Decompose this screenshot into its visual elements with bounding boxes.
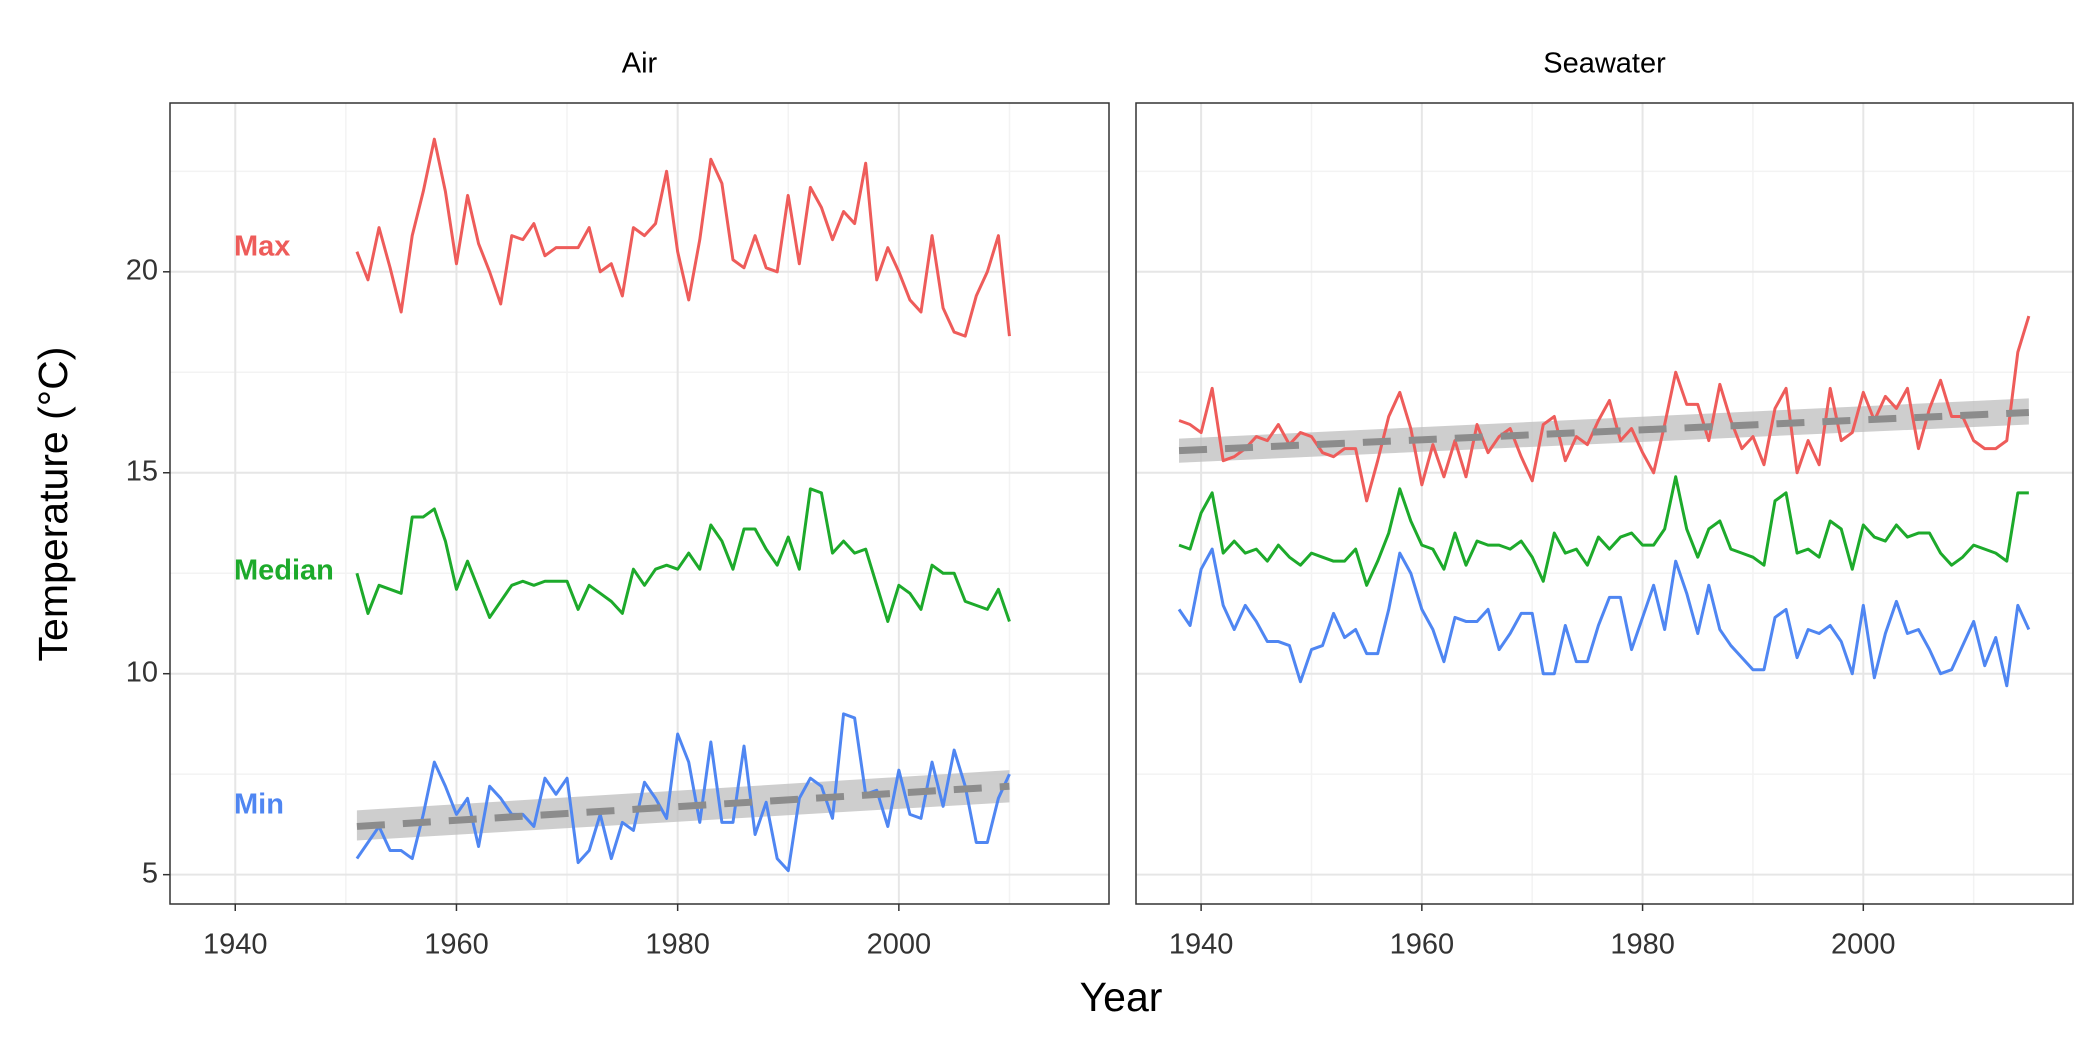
series-line xyxy=(1178,315,2031,503)
y-tick-label: 20 xyxy=(126,254,158,286)
y-axis-title: Temperature (°C) xyxy=(30,347,76,662)
series-line xyxy=(355,712,1011,873)
panel-border xyxy=(169,102,1110,905)
panel xyxy=(1136,103,2073,904)
panel-border xyxy=(1135,102,2074,905)
y-tick-label: 15 xyxy=(126,455,158,487)
series-label: Min xyxy=(234,788,284,820)
trend-line xyxy=(1178,408,2030,455)
series-line xyxy=(355,137,1011,338)
series-label: Median xyxy=(234,554,334,586)
series-line xyxy=(1178,475,2029,587)
series-line xyxy=(355,487,1011,623)
x-tick-label: 1980 xyxy=(1610,929,1675,961)
x-tick-label: 2000 xyxy=(1831,929,1896,961)
strip-title: Seawater xyxy=(1543,48,1666,80)
series-label: Max xyxy=(234,231,290,263)
x-tick-label: 1980 xyxy=(645,929,710,961)
y-tick-label: 5 xyxy=(142,857,158,889)
x-tick-label: 1960 xyxy=(1390,929,1455,961)
x-tick-label: 1940 xyxy=(203,929,268,961)
x-axis-title: Year xyxy=(1080,974,1163,1020)
trend-line xyxy=(356,782,1010,830)
x-tick-label: 1940 xyxy=(1169,929,1234,961)
y-tick-label: 10 xyxy=(126,656,158,688)
strip-title: Air xyxy=(622,48,658,80)
series-line xyxy=(1177,547,2031,688)
x-tick-label: 2000 xyxy=(867,929,932,961)
panel xyxy=(170,103,1109,904)
x-tick-label: 1960 xyxy=(424,929,489,961)
